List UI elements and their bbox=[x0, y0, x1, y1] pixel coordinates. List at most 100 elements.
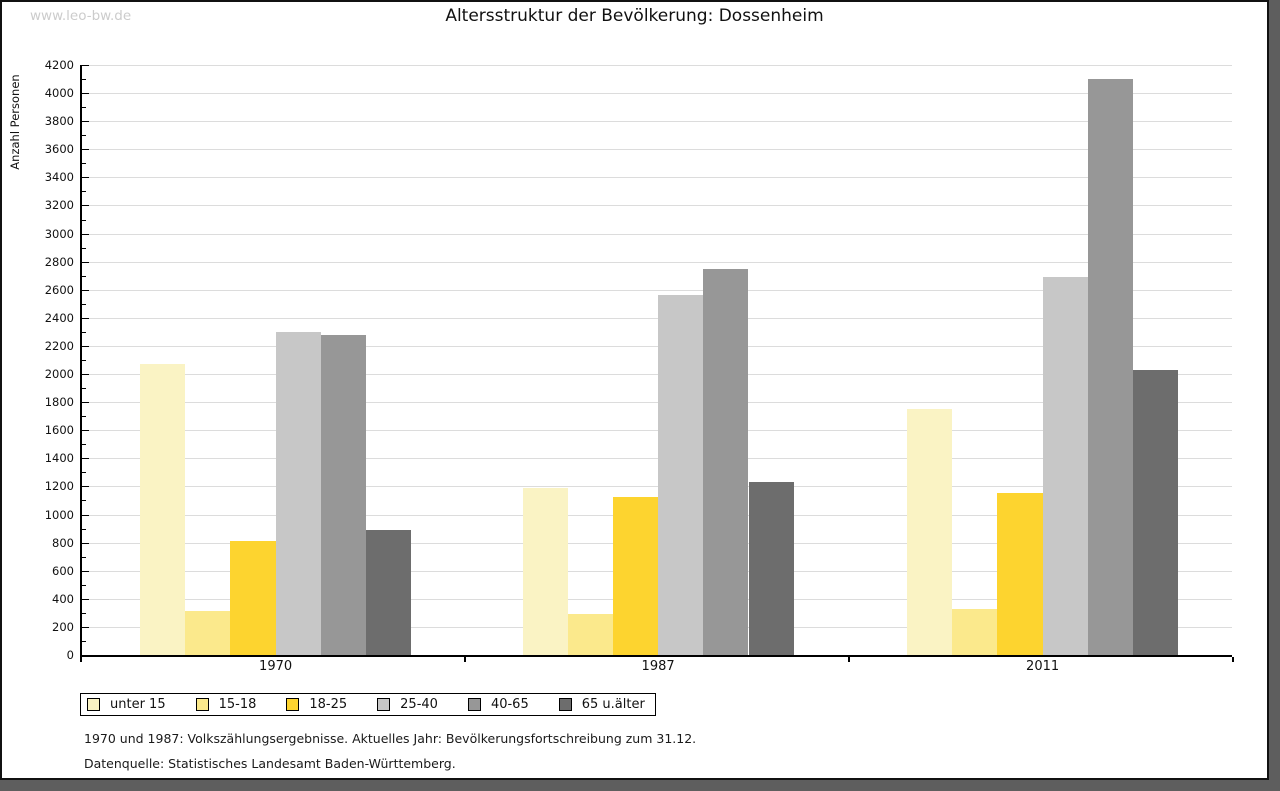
y-major-tick bbox=[82, 233, 89, 235]
y-major-tick bbox=[82, 542, 89, 544]
legend-item: 40-65 bbox=[467, 697, 529, 712]
y-minor-tick bbox=[82, 612, 86, 614]
y-tick-label: 2000 bbox=[44, 367, 74, 382]
y-minor-tick bbox=[82, 331, 86, 333]
gridline bbox=[82, 402, 1232, 404]
bar-chart: Anzahl Personen 0 200 400 600 800 1000 1200 140… bbox=[2, 2, 1271, 782]
gridline bbox=[82, 458, 1232, 460]
y-tick-label: 1000 bbox=[44, 507, 74, 522]
legend-label: 65 u.älter bbox=[581, 697, 645, 712]
y-axis-line bbox=[80, 65, 82, 657]
y-minor-tick bbox=[82, 107, 86, 109]
bar-15-18-2011 bbox=[952, 608, 998, 655]
bar-65-u-lter-1970 bbox=[366, 529, 412, 655]
gridline bbox=[82, 430, 1232, 432]
footnote-source-note: 1970 und 1987: Volkszählungsergebnisse. … bbox=[84, 731, 697, 746]
y-tick-label: 1400 bbox=[44, 451, 74, 466]
chart-legend: unter 15 15-18 18-25 25-40 40-65 65 u.älter bbox=[80, 693, 656, 716]
bar-40-65-2011 bbox=[1087, 79, 1133, 655]
y-minor-tick bbox=[82, 247, 86, 249]
y-minor-tick bbox=[82, 135, 86, 137]
y-major-tick bbox=[82, 570, 89, 572]
y-tick-label: 3400 bbox=[44, 170, 74, 185]
y-tick-label: 2600 bbox=[44, 282, 74, 297]
y-tick-label: 1200 bbox=[44, 479, 74, 494]
bar-25-40-1987 bbox=[658, 295, 704, 655]
gridline bbox=[82, 65, 1232, 66]
legend-swatch-icon bbox=[286, 698, 300, 711]
bar-15-18-1987 bbox=[567, 614, 613, 655]
y-major-tick bbox=[82, 121, 89, 123]
y-tick-label: 3000 bbox=[44, 226, 74, 241]
y-major-tick bbox=[82, 430, 89, 432]
y-tick-label: 3600 bbox=[44, 142, 74, 157]
gridline bbox=[82, 289, 1232, 291]
y-minor-tick bbox=[82, 640, 86, 642]
gridline bbox=[82, 233, 1232, 235]
x-category-label: 1970 bbox=[259, 659, 293, 674]
x-category-label: 2011 bbox=[1026, 659, 1060, 674]
y-major-tick bbox=[82, 486, 89, 488]
y-major-tick bbox=[82, 514, 89, 516]
y-major-tick bbox=[82, 93, 89, 95]
legend-swatch-icon bbox=[558, 698, 572, 711]
y-tick-label: 1800 bbox=[44, 395, 74, 410]
bar-65-u-lter-2011 bbox=[1133, 369, 1179, 655]
y-minor-tick bbox=[82, 472, 86, 474]
y-tick-label: 4200 bbox=[44, 58, 74, 72]
y-tick-label: 400 bbox=[52, 591, 74, 606]
y-minor-tick bbox=[82, 584, 86, 586]
gridline bbox=[82, 374, 1232, 376]
x-boundary-tick bbox=[464, 657, 466, 662]
gridline bbox=[82, 317, 1232, 319]
y-major-tick bbox=[82, 65, 89, 66]
y-major-tick bbox=[82, 598, 89, 600]
x-category-label: 1987 bbox=[641, 659, 675, 674]
y-tick-label: 800 bbox=[52, 535, 74, 550]
legend-label: 15-18 bbox=[218, 697, 257, 712]
y-minor-tick bbox=[82, 163, 86, 165]
y-major-tick bbox=[82, 149, 89, 151]
bar-unter-15-2011 bbox=[907, 409, 953, 655]
gridline bbox=[82, 486, 1232, 488]
y-minor-tick bbox=[82, 556, 86, 558]
gridline bbox=[82, 93, 1232, 95]
legend-item: 25-40 bbox=[377, 697, 438, 712]
legend-item: unter 15 bbox=[87, 697, 166, 712]
bar-unter-15-1970 bbox=[140, 364, 186, 655]
y-minor-tick bbox=[82, 275, 86, 277]
y-minor-tick bbox=[82, 528, 86, 530]
y-major-tick bbox=[82, 261, 89, 263]
y-major-tick bbox=[82, 458, 89, 460]
y-major-tick bbox=[82, 317, 89, 319]
y-tick-label: 3200 bbox=[44, 198, 74, 213]
y-tick-label: 200 bbox=[52, 619, 74, 634]
y-major-tick bbox=[82, 205, 89, 207]
y-tick-label: 2800 bbox=[44, 254, 74, 269]
y-tick-label: 2400 bbox=[44, 310, 74, 325]
y-tick-label: 2200 bbox=[44, 338, 74, 353]
gridline bbox=[82, 177, 1232, 179]
legend-label: 40-65 bbox=[490, 697, 529, 712]
y-tick-label: 600 bbox=[52, 563, 74, 578]
gridline bbox=[82, 205, 1232, 207]
x-boundary-tick bbox=[848, 657, 850, 662]
bar-18-25-2011 bbox=[997, 493, 1043, 655]
y-major-tick bbox=[82, 345, 89, 347]
legend-label: unter 15 bbox=[110, 697, 166, 712]
y-major-tick bbox=[82, 289, 89, 291]
gridline bbox=[82, 345, 1232, 347]
bar-25-40-2011 bbox=[1042, 277, 1088, 655]
gridline bbox=[82, 261, 1232, 263]
y-tick-label: 4000 bbox=[44, 86, 74, 101]
x-boundary-tick bbox=[80, 657, 82, 662]
y-minor-tick bbox=[82, 303, 86, 305]
bar-15-18-1970 bbox=[185, 611, 231, 655]
legend-item: 18-25 bbox=[286, 697, 347, 712]
legend-item: 15-18 bbox=[195, 697, 257, 712]
y-minor-tick bbox=[82, 219, 86, 221]
legend-label: 25-40 bbox=[400, 697, 438, 712]
y-tick-label: 0 bbox=[66, 648, 74, 662]
bar-unter-15-1987 bbox=[522, 487, 568, 655]
chart-frame: www.leo-bw.de Altersstruktur der Bevölke… bbox=[0, 0, 1269, 780]
